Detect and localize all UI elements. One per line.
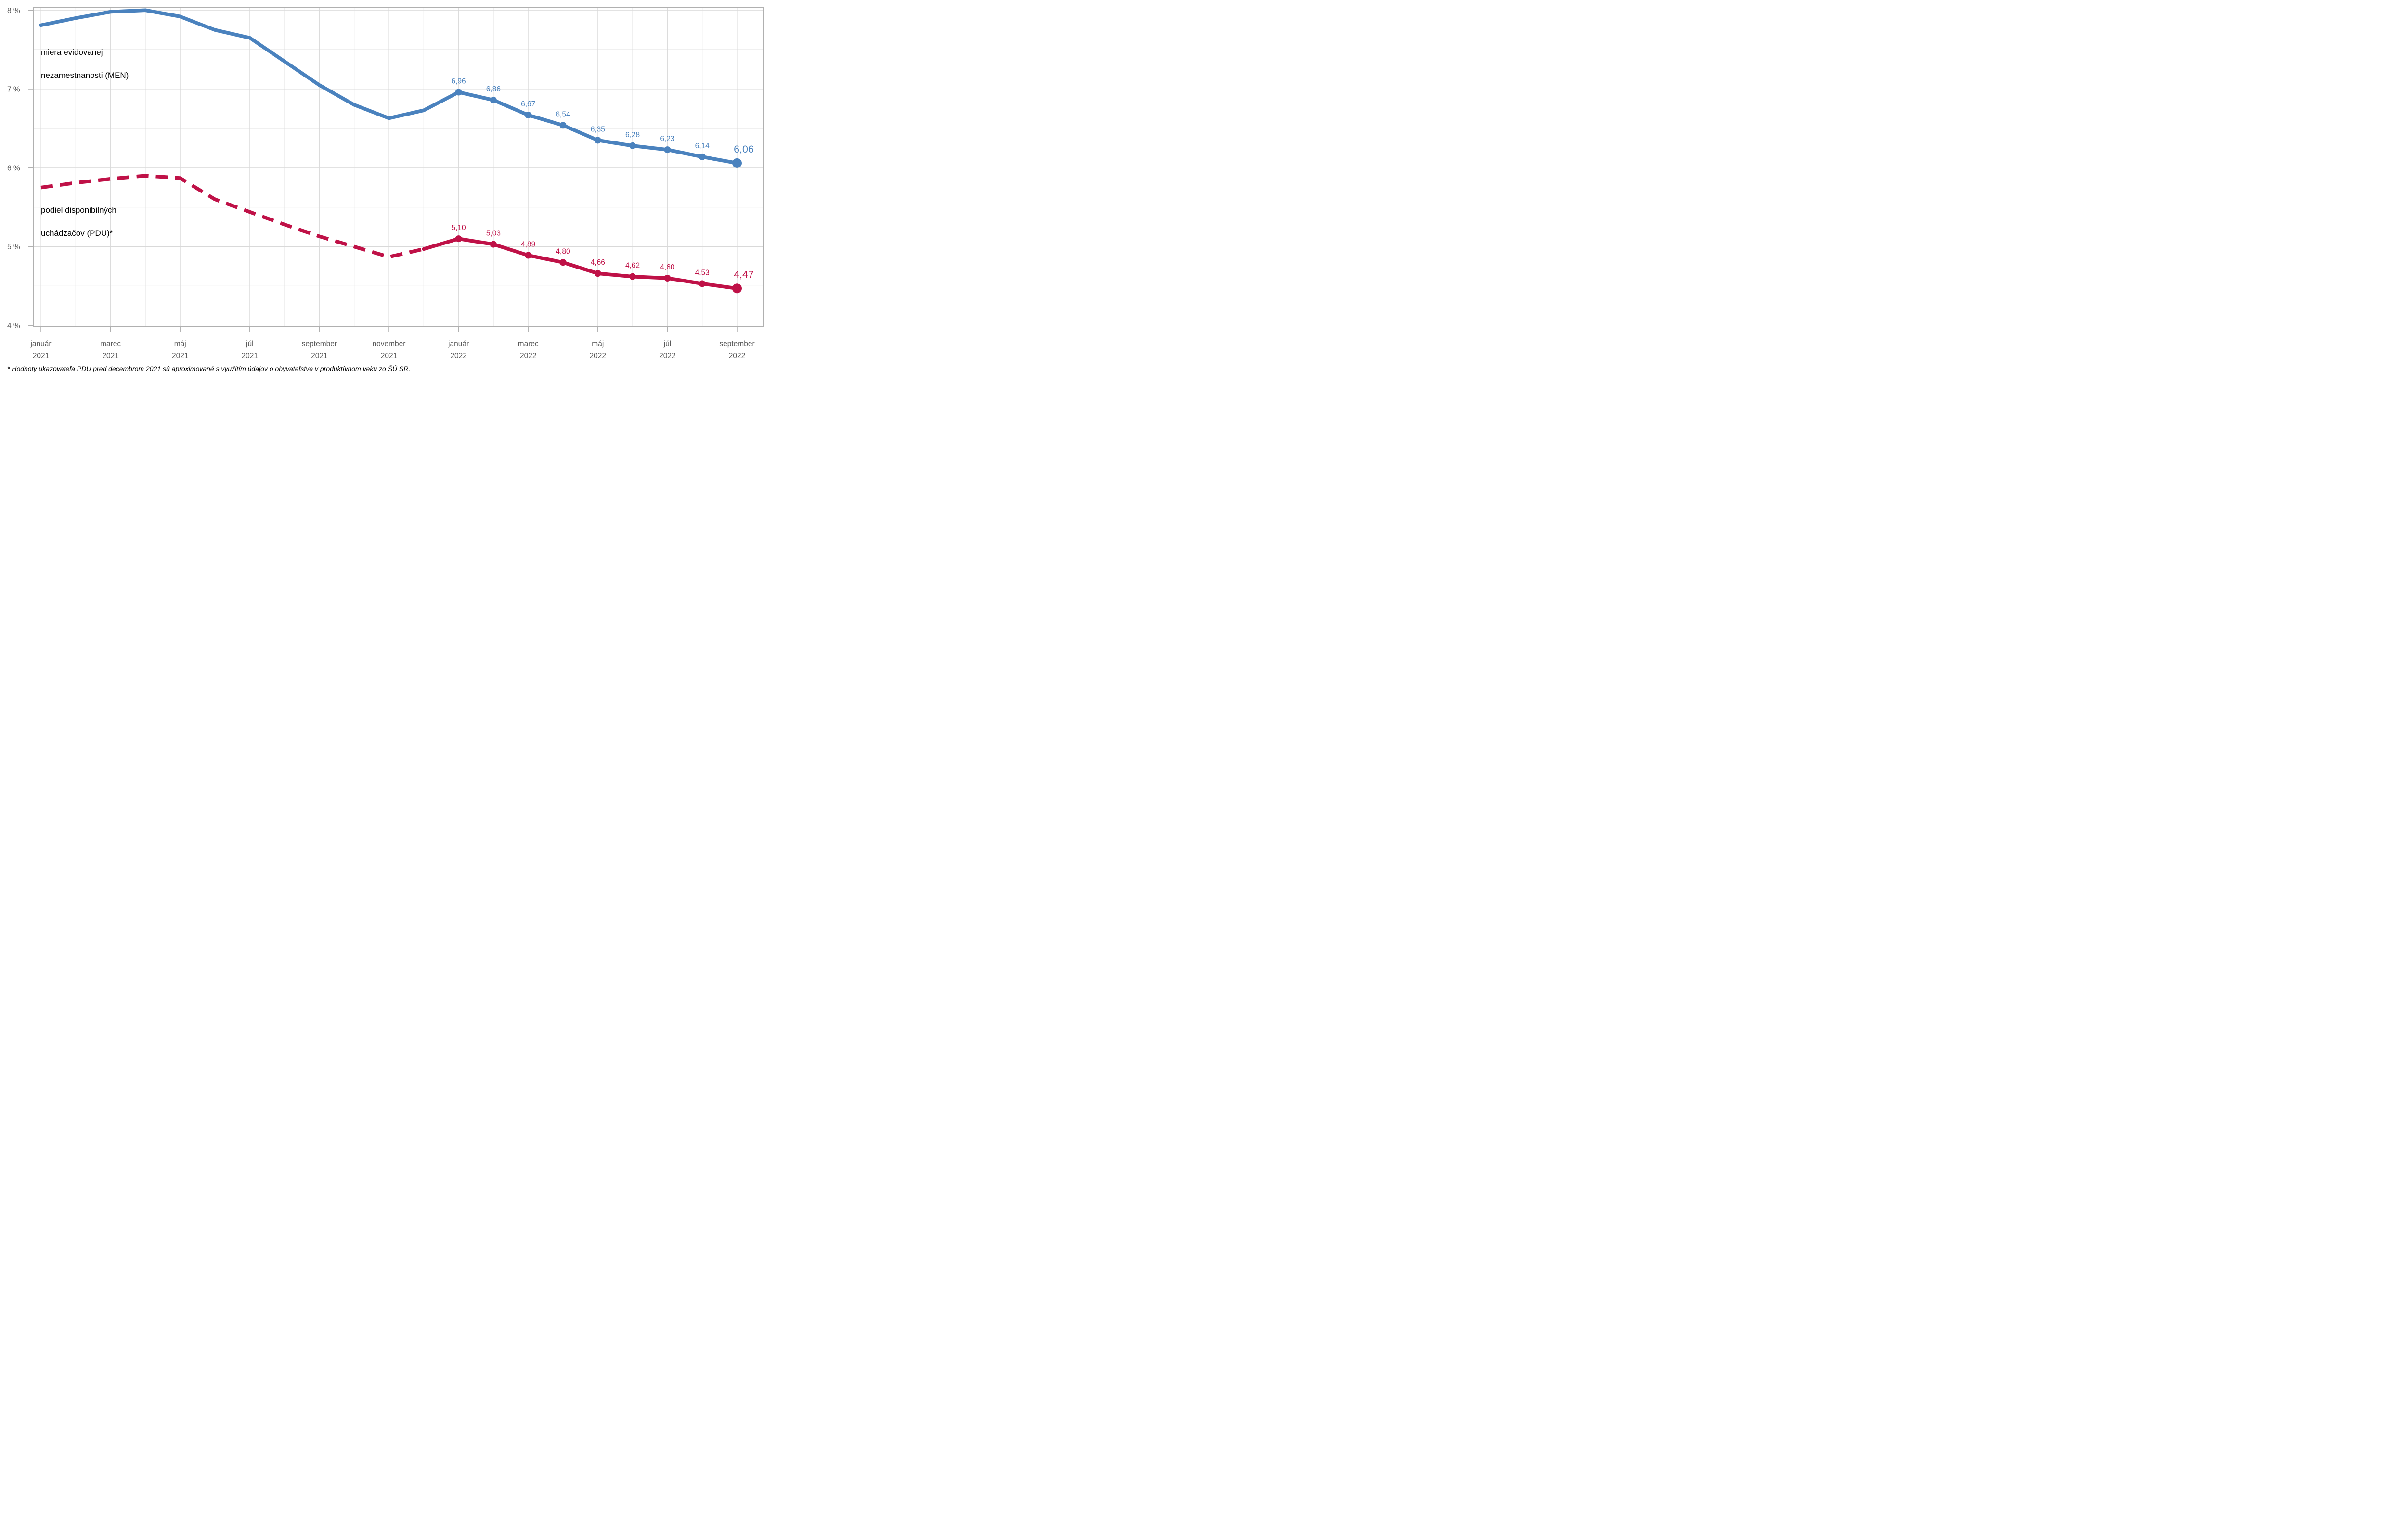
series-label-pdu-line2: uchádzačov (PDU)* — [41, 229, 113, 238]
x-axis-tick-label-month: júl — [663, 340, 672, 348]
x-axis-tick-label-year: 2021 — [102, 352, 118, 360]
unemployment-chart: 8 % 7 % 6 % 5 % 4 % január 2021 marec 2021 máj 202… — [0, 0, 770, 385]
pdu-marker — [559, 259, 567, 266]
x-axis-tick-label-year: 2021 — [33, 352, 49, 360]
x-axis-tick-label-year: 2022 — [659, 352, 675, 360]
men-point-label: 6,67 — [521, 100, 535, 108]
x-axis-tick-label-year: 2021 — [311, 352, 327, 360]
pdu-marker — [455, 235, 462, 243]
x-axis-tick-label-month: september — [719, 340, 754, 348]
pdu-marker — [490, 241, 497, 248]
series-label-pdu-line1: podiel disponibilných — [41, 205, 116, 215]
x-axis-tick-label-month: január — [448, 340, 469, 348]
pdu-line-dashed — [40, 174, 425, 259]
series-label-pdu: podiel disponibilných uchádzačov (PDU)* — [41, 199, 116, 245]
x-axis-tick-label-year: 2021 — [381, 352, 397, 360]
y-axis-tick-label: 7 % — [7, 86, 20, 94]
x-axis-tick-label-month: marec — [518, 340, 539, 348]
x-axis-tick-label-month: január — [30, 340, 51, 348]
pdu-point-label: 4,62 — [625, 262, 640, 270]
men-point-label: 6,35 — [591, 125, 605, 133]
x-axis-tick-label-month: marec — [100, 340, 121, 348]
pdu-marker — [699, 280, 706, 287]
men-marker — [455, 89, 462, 96]
men-point-label: 6,86 — [486, 85, 501, 93]
men-point-label: 6,06 — [734, 143, 754, 155]
men-marker — [490, 96, 497, 103]
footnote: * Hodnoty ukazovateľa PDU pred decembrom… — [7, 365, 411, 372]
pdu-marker — [629, 273, 636, 280]
pdu-line-solid — [422, 237, 739, 291]
pdu-point-label: 4,47 — [734, 269, 754, 280]
men-point-label: 6,23 — [660, 135, 674, 143]
pdu-point-label: 4,53 — [695, 269, 710, 277]
pdu-marker — [732, 283, 742, 294]
men-point-label: 6,28 — [625, 131, 640, 139]
men-marker — [525, 112, 532, 119]
men-marker — [629, 142, 636, 149]
men-point-label: 6,96 — [452, 77, 466, 86]
x-axis-tick-label-year: 2021 — [242, 352, 258, 360]
pdu-marker — [525, 252, 532, 259]
series-label-men-line1: miera evidovanej — [41, 48, 103, 57]
plot-border — [33, 7, 764, 327]
series-label-men: miera evidovanej nezamestnanosti (MEN) — [41, 41, 129, 87]
pdu-marker — [594, 270, 601, 277]
x-axis-tick-label-year: 2022 — [520, 352, 536, 360]
men-line — [39, 8, 739, 165]
x-axis-tick-label-year: 2022 — [450, 352, 466, 360]
men-marker — [664, 146, 671, 154]
x-axis-tick-label-year: 2021 — [172, 352, 188, 360]
pdu-point-label: 4,89 — [521, 241, 535, 249]
men-point-label: 6,14 — [695, 142, 710, 150]
x-axis-tick-label-month: júl — [246, 340, 254, 348]
chart-plot: 8 % 7 % 6 % 5 % 4 % január 2021 marec 2021 máj 202… — [7, 7, 764, 360]
y-axis-tick-label: 4 % — [7, 322, 20, 330]
x-axis-tick-label-month: máj — [592, 340, 604, 348]
pdu-point-label: 5,10 — [452, 224, 466, 232]
series-label-men-line2: nezamestnanosti (MEN) — [41, 71, 129, 80]
x-axis-tick-label-month: september — [302, 340, 337, 348]
men-marker — [559, 122, 567, 129]
y-axis-tick-label: 5 % — [7, 243, 20, 251]
pdu-point-label: 4,66 — [591, 258, 605, 267]
y-axis-tick-label: 8 % — [7, 7, 20, 15]
men-marker — [699, 153, 706, 160]
y-axis-tick-label: 6 % — [7, 164, 20, 172]
pdu-point-label: 4,60 — [660, 263, 675, 271]
men-point-label: 6,54 — [556, 110, 570, 118]
x-axis-tick-label-month: november — [373, 340, 406, 348]
men-marker — [732, 158, 742, 168]
x-axis-tick-label-month: máj — [174, 340, 186, 348]
pdu-point-label: 4,80 — [556, 247, 570, 256]
x-axis-tick-label-year: 2022 — [590, 352, 606, 360]
x-axis-tick-label-year: 2022 — [729, 352, 745, 360]
men-marker — [594, 137, 601, 144]
pdu-marker — [664, 275, 671, 282]
pdu-point-label: 5,03 — [486, 230, 501, 238]
